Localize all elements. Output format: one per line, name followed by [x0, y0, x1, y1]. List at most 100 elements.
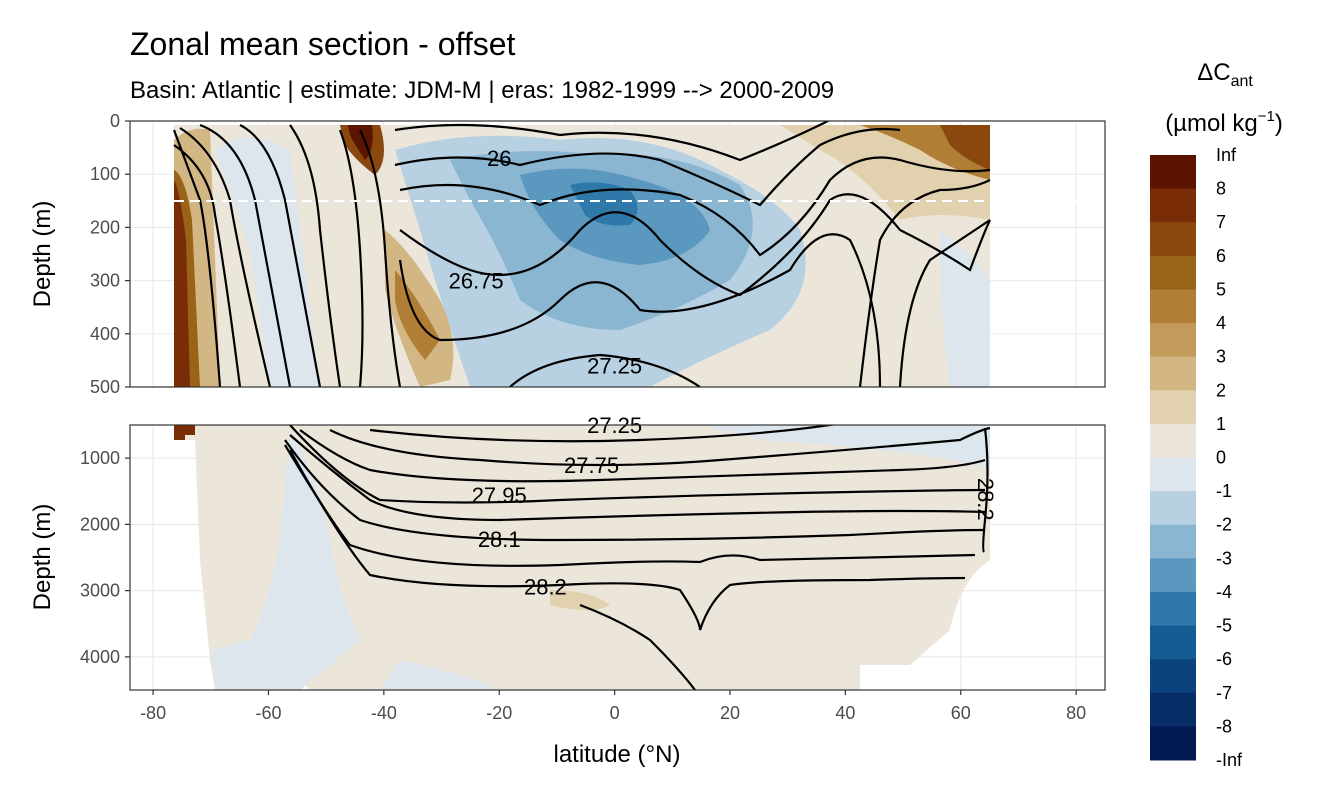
contour-line-27: [398, 233, 882, 387]
top-y-tick-label: 200: [90, 217, 120, 237]
legend-label: 3: [1216, 347, 1226, 367]
legend-title: ΔCant: [1197, 59, 1253, 90]
top-panel-border: [129, 120, 1106, 388]
legend-swatch: [1150, 423, 1196, 458]
legend-swatch: [1150, 491, 1196, 526]
top-contour-labels: 26 26.75 27.25: [449, 146, 643, 378]
legend-units-close: ): [1275, 110, 1283, 137]
x-axis-title: latitude (°N): [554, 741, 681, 768]
top-y-tick-label: 300: [90, 271, 120, 291]
legend-swatch: [1150, 390, 1196, 425]
legend: ΔCant (µmol kg−1) Inf 8 7 6 5 4 3 2 1 0 -1 -2 -3 -4 -5…: [1150, 59, 1283, 770]
x-tick-label: -40: [371, 703, 397, 723]
bottom-fill-lightblue-top: [700, 425, 990, 470]
legend-label: -8: [1216, 716, 1232, 736]
x-tick-label: -80: [140, 703, 166, 723]
contour-line-27-25: [509, 353, 701, 387]
x-tick-label: -60: [255, 703, 281, 723]
contour-line-left-2: [173, 144, 242, 387]
top-y-tick-label: 500: [90, 377, 120, 397]
bottom-fill-lightblue-left: [210, 430, 360, 690]
legend-label: 5: [1216, 279, 1226, 299]
legend-swatch: [1150, 524, 1196, 559]
legend-label: -3: [1216, 548, 1232, 568]
legend-label: 4: [1216, 313, 1226, 333]
contour-line-28-2: [289, 449, 966, 631]
top-y-tick-label: 400: [90, 324, 120, 344]
chart-title: Zonal mean section - offset: [130, 26, 516, 62]
legend-swatch: [1150, 692, 1196, 727]
legend-swatch: [1150, 558, 1196, 593]
legend-label: Inf: [1216, 145, 1237, 165]
contour-line-26-25: [394, 121, 831, 162]
legend-swatch: [1150, 591, 1196, 627]
legend-swatch: [1150, 289, 1196, 324]
legend-title-main: ΔC: [1197, 59, 1230, 86]
bottom-fill-lightblue-bottom: [380, 660, 500, 690]
contour-line-left-3: [179, 127, 272, 387]
top-fill-blue-darker: [570, 182, 638, 226]
legend-label: 8: [1216, 179, 1226, 199]
legend-swatch: [1150, 625, 1196, 660]
contour-label: 26.75: [449, 269, 504, 294]
contour-line-right-2: [858, 179, 991, 387]
contour-line-28: [289, 434, 986, 522]
contour-line-27-85: [299, 429, 986, 483]
legend-swatch: [1150, 255, 1196, 290]
contour-label: 28.1: [478, 527, 521, 552]
legend-label: -Inf: [1216, 750, 1243, 770]
top-fill-layer: [174, 125, 990, 387]
contour-label: 27.75: [564, 453, 619, 478]
bottom-y-axis-title: Depth (m): [29, 504, 56, 611]
legend-label: -1: [1216, 481, 1232, 501]
bottom-y-axis: 1000 2000 3000 4000: [80, 448, 130, 667]
x-tick-label: 20: [720, 703, 740, 723]
contour-line-28-15: [284, 444, 976, 567]
top-panel: 26 26.75 27.25 0 100 200 300 400 500: [90, 111, 1106, 397]
top-fill-darkbrown-right: [940, 125, 990, 170]
legend-label: -6: [1216, 649, 1232, 669]
contour-line-26: [394, 127, 901, 207]
contour-line-left-5: [239, 124, 322, 387]
contour-line-28-1: [284, 439, 986, 542]
legend-label: 6: [1216, 246, 1226, 266]
bottom-y-tick-label: 2000: [80, 514, 120, 534]
x-tick-label: -20: [486, 703, 512, 723]
contour-line-left-6: [289, 124, 342, 387]
legend-swatches: [1150, 155, 1196, 761]
bottom-fill-brown-corner: [174, 425, 195, 440]
contour-label: 28.2: [973, 478, 998, 521]
contour-label: 27.25: [587, 354, 642, 379]
legend-swatch: [1150, 222, 1196, 257]
top-y-axis: 0 100 200 300 400 500: [90, 111, 130, 397]
contour-line-27-75: [329, 426, 991, 467]
legend-swatch: [1150, 726, 1196, 761]
contour-line-26-75: [399, 193, 991, 297]
top-fill-darkbrown-left: [174, 180, 190, 387]
legend-label: -5: [1216, 616, 1232, 636]
legend-label: -7: [1216, 683, 1232, 703]
bottom-fill-layer: [174, 425, 990, 690]
contour-line-27-95: [289, 425, 986, 504]
bottom-y-tick-label: 3000: [80, 581, 120, 601]
bottom-fill-base: [174, 425, 990, 690]
legend-label: 1: [1216, 414, 1226, 434]
x-axis: -80 -60 -40 -20 0 20 40 60 80: [140, 690, 1086, 723]
x-tick-label: 40: [835, 703, 855, 723]
contour-line-left-7: [338, 129, 364, 387]
legend-labels: Inf 8 7 6 5 4 3 2 1 0 -1 -2 -3 -4 -5 -6 -7 -8 -Inf: [1216, 145, 1243, 770]
bottom-panel-border: [129, 424, 1106, 691]
legend-label: 2: [1216, 380, 1226, 400]
top-y-tick-label: 0: [110, 111, 120, 131]
legend-units: (µmol kg−1): [1165, 108, 1283, 137]
contour-line-left-4: [199, 123, 292, 387]
legend-swatch: [1150, 188, 1196, 223]
contour-line-27-5: [369, 425, 838, 443]
contour-label: 26: [487, 146, 511, 171]
bottom-fill-tan-patch: [550, 590, 610, 610]
bottom-y-tick-label: 4000: [80, 647, 120, 667]
top-contours: [172, 121, 991, 387]
top-fill-lightblue-right: [940, 230, 990, 387]
